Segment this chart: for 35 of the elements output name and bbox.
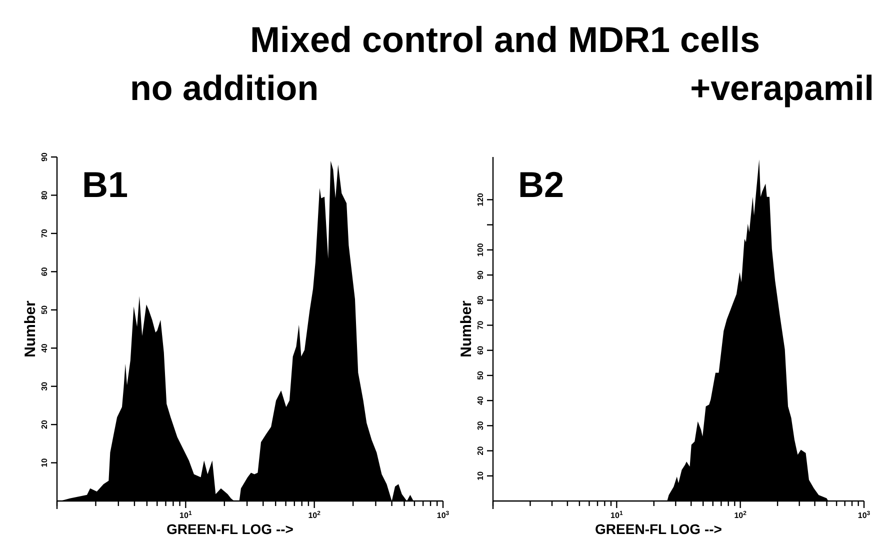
annotation: B2 [518, 164, 564, 205]
y-tick-label: 50 [476, 370, 485, 380]
y-tick-label: 30 [40, 381, 49, 391]
y-tick-label: 10 [476, 470, 485, 480]
x-tick-label: 10$^{2}$ [734, 510, 748, 520]
x-axis-title: GREEN-FL LOG --> [166, 521, 294, 537]
y-axis-title: Number [22, 300, 39, 358]
x-tick-label: 10$^{3}$ [436, 510, 450, 520]
x-tick-label: 10$^{2}$ [308, 510, 322, 520]
y-tick-label: 60 [476, 345, 485, 355]
x-axis-title: GREEN-FL LOG --> [595, 521, 722, 537]
x-tick-label: 10$^{1}$ [610, 510, 624, 520]
y-tick-label: 10 [40, 458, 49, 468]
y-tick-label: 40 [40, 343, 49, 353]
chart-subtitle: +verapamil [690, 69, 874, 108]
y-tick-label: 30 [476, 420, 485, 430]
x-tick-label: 10$^{3}$ [858, 510, 871, 520]
y-tick-label: 100 [476, 242, 485, 257]
y-tick-label: 90 [476, 270, 485, 280]
y-tick-label: 20 [40, 420, 49, 430]
y-tick-label: 40 [476, 396, 485, 406]
y-tick-label: 90 [40, 152, 49, 162]
x-tick-label: 10$^{1}$ [180, 510, 192, 520]
y-tick-label: 80 [476, 295, 485, 305]
y-tick-label: 70 [40, 228, 49, 238]
y-tick-label: 80 [40, 190, 49, 200]
y-tick-label: 120 [476, 192, 485, 206]
y-tick-label: 70 [476, 320, 485, 330]
y-axis-title: Number [458, 300, 475, 358]
y-tick-label: 50 [40, 304, 49, 314]
chart-subtitle: no addition [130, 69, 319, 108]
chart-title: Mixed control and MDR1 cells [250, 19, 760, 60]
annotation: B1 [82, 164, 128, 205]
y-tick-label: 20 [476, 446, 485, 456]
y-tick-label: 60 [40, 266, 49, 276]
